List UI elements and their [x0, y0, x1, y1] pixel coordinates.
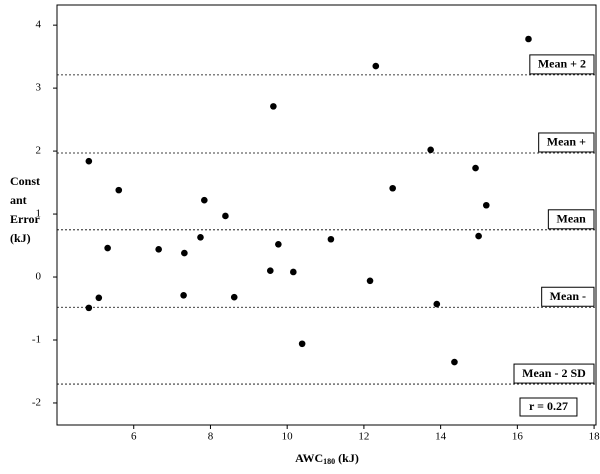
data-point: [155, 246, 162, 253]
data-point: [104, 244, 111, 252]
data-point: [451, 358, 458, 366]
x-axis-label-unit: (kJ): [335, 451, 359, 465]
label-box: [538, 132, 595, 153]
data-point: [475, 232, 482, 240]
label-box: [513, 363, 595, 384]
x-tick-label: 10: [282, 431, 294, 443]
y-axis-label: ant: [10, 193, 27, 207]
data-point: [266, 267, 274, 275]
data-point: [372, 62, 380, 70]
x-tick-label: 14: [435, 431, 447, 443]
data-point: [298, 340, 306, 348]
y-axis-label: Const: [10, 174, 40, 188]
reference-label: Mean + 2: [529, 54, 595, 75]
x-tick-label: 18: [589, 431, 600, 443]
data-point: [270, 103, 277, 110]
data-point: [427, 146, 434, 154]
data-point: [389, 184, 396, 192]
data-point: [95, 294, 103, 302]
y-tick-label: -1: [32, 334, 41, 346]
x-tick-label: 8: [208, 431, 214, 443]
data-point: [197, 234, 204, 241]
y-axis-label: Error: [10, 212, 40, 226]
reference-label-text: Mean: [557, 212, 587, 226]
annotation-box: [519, 397, 578, 417]
label-box: [547, 209, 595, 230]
data-point: [433, 300, 441, 308]
reference-label: Mean - 2 SD: [513, 363, 595, 384]
label-box: [529, 54, 595, 75]
reference-label: Mean -: [541, 286, 595, 307]
x-tick-label: 6: [131, 431, 137, 443]
x-axis-label-sub: 180: [323, 457, 335, 466]
y-tick-label: 4: [36, 19, 42, 31]
x-tick-label: 12: [358, 431, 369, 443]
data-point: [180, 291, 187, 299]
y-tick-label: -2: [32, 396, 41, 408]
data-point: [366, 277, 374, 285]
x-axis-label-main: AWC: [295, 451, 323, 465]
reference-label-text: Mean -: [550, 289, 586, 303]
y-tick-label: 2: [36, 145, 42, 157]
data-point: [181, 249, 188, 257]
data-point: [201, 196, 208, 204]
annotation: r = 0.27: [519, 397, 578, 417]
data-point: [222, 212, 229, 220]
annotation-text: r = 0.27: [529, 399, 568, 413]
data-point: [115, 186, 123, 194]
y-tick-label: 3: [36, 82, 42, 94]
reference-label: Mean: [547, 209, 595, 230]
reference-label-text: Mean + 2: [538, 57, 586, 71]
reference-label-text: Mean - 2 SD: [522, 366, 586, 380]
y-tick-label: 0: [36, 271, 42, 283]
data-point: [85, 157, 93, 165]
y-tick-label: 1: [36, 208, 42, 220]
data-point: [230, 293, 238, 301]
reference-label-text: Mean +: [547, 135, 586, 149]
x-tick-label: 16: [512, 431, 524, 443]
y-axis-label: (kJ): [10, 231, 31, 245]
data-point: [275, 240, 282, 248]
x-axis-label: AWC180 (kJ): [295, 451, 359, 466]
data-point: [482, 201, 490, 209]
data-point: [327, 235, 335, 243]
data-point: [525, 35, 532, 43]
data-point: [290, 268, 297, 276]
data-point: [85, 304, 93, 312]
label-box: [541, 286, 595, 307]
plot-frame: [56, 4, 597, 426]
reference-label: Mean +: [538, 132, 595, 153]
data-point: [472, 164, 479, 172]
